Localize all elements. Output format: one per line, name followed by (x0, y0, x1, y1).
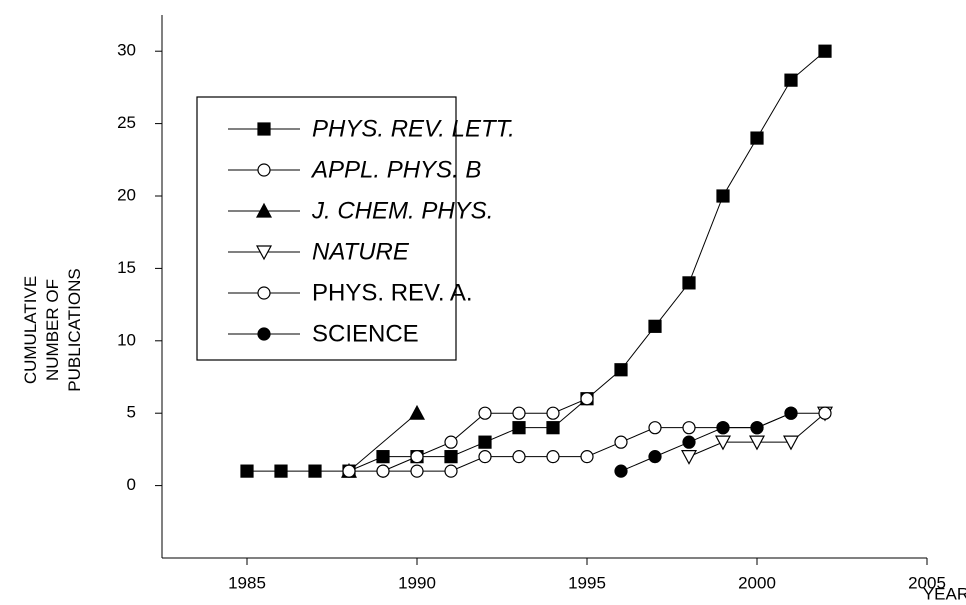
marker (257, 122, 271, 136)
marker (818, 406, 832, 420)
marker (410, 464, 424, 478)
marker (546, 421, 560, 435)
marker (255, 202, 273, 218)
marker (512, 406, 526, 420)
x-tick-label: 1995 (568, 573, 606, 592)
marker (680, 450, 698, 465)
marker (274, 464, 288, 478)
legend-label: J. CHEM. PHYS. (311, 197, 493, 224)
marker (748, 435, 766, 451)
legend-label: SCIENCE (312, 320, 419, 347)
legend: PHYS. REV. LETT. APPL. PHYS. B J. CHEM. PH… (196, 96, 515, 361)
y-tick-label: 5 (127, 403, 136, 422)
marker (308, 464, 322, 478)
y-axis-label-line: CUMULATIVE (21, 276, 40, 384)
marker (782, 435, 800, 451)
marker (512, 450, 526, 464)
marker (376, 450, 390, 464)
marker (682, 421, 696, 435)
y-axis-label-line: NUMBER OF (43, 279, 62, 381)
marker (648, 319, 662, 333)
marker (512, 421, 526, 435)
marker (784, 73, 798, 87)
legend-label: PHYS. REV. LETT. (312, 115, 515, 142)
marker (444, 464, 458, 478)
marker (444, 435, 458, 449)
y-tick-label: 10 (117, 330, 136, 349)
marker (784, 406, 798, 420)
legend-box (196, 96, 457, 361)
marker (257, 286, 271, 300)
marker (580, 450, 594, 464)
marker (257, 163, 271, 177)
marker (478, 435, 492, 449)
x-tick-label: 2000 (738, 573, 776, 592)
marker (614, 363, 628, 377)
x-axis-label: YEAR (923, 584, 966, 603)
marker (478, 406, 492, 420)
marker (376, 464, 390, 478)
marker (546, 406, 560, 420)
marker (682, 435, 696, 449)
x-tick-label: 1990 (398, 573, 436, 592)
y-tick-label: 30 (117, 41, 136, 60)
marker (750, 421, 764, 435)
marker (818, 44, 832, 58)
legend-label: APPL. PHYS. B (310, 156, 481, 183)
series-line (348, 412, 418, 472)
marker (410, 450, 424, 464)
marker (648, 421, 662, 435)
marker (546, 450, 560, 464)
marker (648, 450, 662, 464)
y-tick-label: 25 (117, 113, 136, 132)
marker (614, 464, 628, 478)
marker (257, 327, 271, 341)
legend-label: NATURE (312, 238, 410, 265)
y-tick-label: 20 (117, 185, 136, 204)
y-axis-label: CUMULATIVE NUMBER OF PUBLICATIONS (21, 268, 84, 391)
y-tick-label: 15 (117, 258, 136, 277)
marker (342, 464, 356, 478)
marker (716, 421, 730, 435)
x-tick-label: 2005 (908, 573, 946, 592)
y-axis-label-line: PUBLICATIONS (65, 268, 84, 391)
marker (750, 131, 764, 145)
marker (580, 392, 594, 406)
marker (716, 189, 730, 203)
legend-label: PHYS. REV. A. (312, 279, 473, 306)
marker (682, 276, 696, 290)
marker (255, 245, 273, 261)
marker (408, 404, 426, 420)
y-tick-label: 0 (127, 475, 136, 494)
marker (614, 435, 628, 449)
marker (240, 464, 254, 478)
marker (444, 450, 458, 464)
marker (478, 450, 492, 464)
x-tick-label: 1985 (228, 573, 266, 592)
marker (714, 435, 732, 451)
